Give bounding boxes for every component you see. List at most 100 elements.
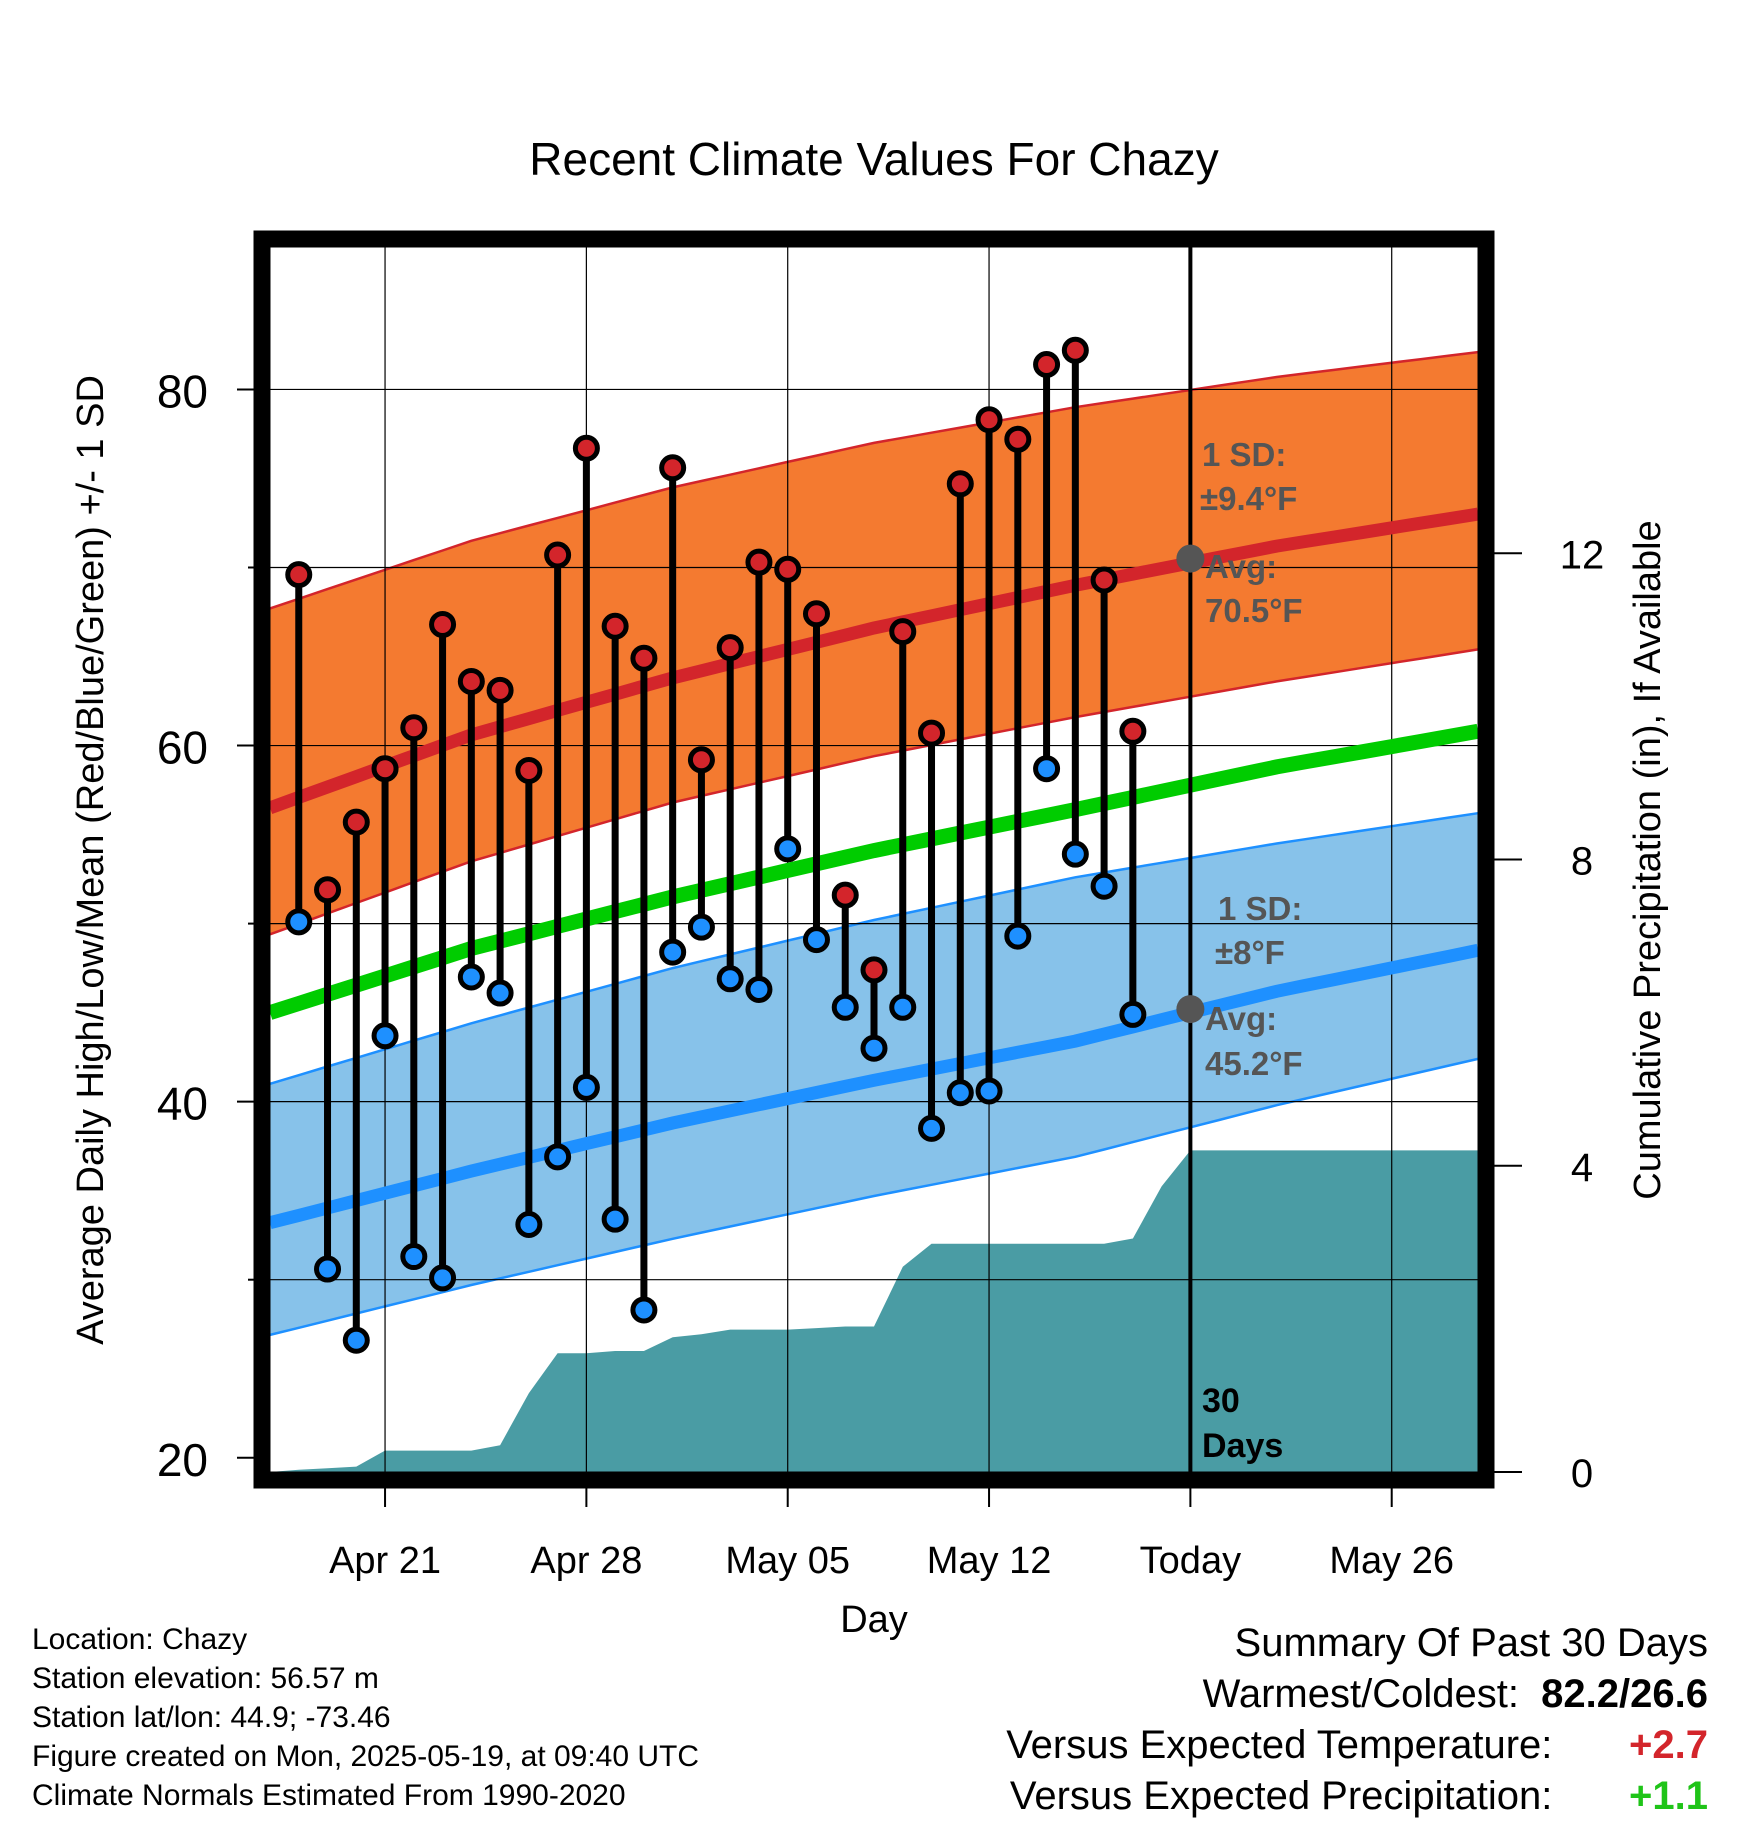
- daily-low-point: [975, 1077, 1003, 1105]
- daily-low-point: [1090, 872, 1118, 900]
- y-tick-label: 20: [157, 1434, 208, 1486]
- daily-low-point: [630, 1296, 658, 1324]
- y-axis-label: Average Daily High/Low/Mean (Red/Blue/Gr…: [70, 375, 112, 1345]
- daily-high-point: [1004, 425, 1032, 453]
- x-tick-label: May 12: [927, 1540, 1052, 1582]
- daily-high-point: [918, 719, 946, 747]
- x-axis-label: Day: [840, 1599, 908, 1641]
- low-band-upper-edge: [269, 811, 1479, 1085]
- daily-low-point: [831, 993, 859, 1021]
- warmest-value: 82.2/26.6: [1541, 1672, 1708, 1716]
- daily-low-point: [486, 979, 514, 1007]
- low-avg-value: 45.2°F: [1205, 1045, 1303, 1082]
- days-word-label: Days: [1202, 1427, 1283, 1465]
- created-text: Figure created on Mon, 2025-05-19, at 09…: [32, 1740, 700, 1773]
- daily-high-point: [314, 876, 342, 904]
- daily-low-point: [659, 938, 687, 966]
- low-sd-value: ±8°F: [1215, 934, 1285, 971]
- daily-low-point: [1061, 840, 1089, 868]
- x-tick-label: May 05: [725, 1540, 850, 1582]
- high-sd-band: [270, 352, 1478, 935]
- daily-high-point: [889, 618, 917, 646]
- y2-tick-label: 0: [1571, 1452, 1593, 1496]
- daily-high-point: [400, 714, 428, 742]
- daily-high-point: [774, 555, 802, 583]
- summary-precip-row: Versus Expected Precipitation: +1.1: [1006, 1771, 1708, 1822]
- x-tick-label: Today: [1140, 1540, 1241, 1582]
- y2-tick-label: 4: [1571, 1146, 1593, 1190]
- daily-high-point: [659, 454, 687, 482]
- summary-warmest-row: Warmest/Coldest: 82.2/26.6: [1006, 1669, 1708, 1720]
- high-sd-value: ±9.4°F: [1200, 480, 1297, 517]
- station-info: Location: Chazy Station elevation: 56.57…: [32, 1620, 699, 1815]
- daily-low-point: [371, 1022, 399, 1050]
- daily-high-point: [572, 434, 600, 462]
- daily-high-point: [457, 667, 485, 695]
- daily-high-point: [601, 612, 629, 640]
- daily-high-point: [429, 610, 457, 638]
- daily-low-point: [314, 1255, 342, 1283]
- summary-panel: Summary Of Past 30 Days Warmest/Coldest:…: [1006, 1618, 1708, 1822]
- daily-low-point: [285, 908, 313, 936]
- daily-high-point: [831, 881, 859, 909]
- daily-low-point: [1004, 922, 1032, 950]
- normal-low-line: [268, 943, 1480, 1230]
- chart-title: Recent Climate Values For Chazy: [529, 133, 1218, 185]
- y2-axis-label: Cumulative Precipitation (in), If Availa…: [1627, 520, 1669, 1199]
- daily-high-point: [285, 561, 313, 589]
- daily-low-point: [918, 1114, 946, 1142]
- daily-high-point: [975, 406, 1003, 434]
- daily-high-point: [1119, 717, 1147, 745]
- daily-low-point: [1119, 1000, 1147, 1028]
- cumulative-precipitation-area: [270, 1150, 1478, 1472]
- daily-low-point: [601, 1205, 629, 1233]
- daily-low-point: [745, 975, 773, 1003]
- daily-low-point: [429, 1264, 457, 1292]
- daily-high-point: [1061, 336, 1089, 364]
- daily-high-point: [860, 956, 888, 984]
- daily-low-point: [802, 926, 830, 954]
- daily-high-point: [1033, 351, 1061, 379]
- high-band-upper-edge: [269, 350, 1479, 610]
- precip-label: Versus Expected Precipitation:: [1009, 1774, 1553, 1818]
- daily-low-point: [342, 1326, 370, 1354]
- daily-high-point: [486, 676, 514, 704]
- today-high-avg-marker: [1176, 544, 1205, 573]
- daily-high-point: [544, 541, 572, 569]
- daily-low-point: [544, 1143, 572, 1171]
- low-sd-label: 1 SD:: [1218, 890, 1302, 927]
- temp-value: +2.7: [1629, 1723, 1708, 1767]
- warmest-label: Warmest/Coldest:: [1202, 1672, 1519, 1716]
- daily-low-point: [946, 1079, 974, 1107]
- daily-low-point: [515, 1211, 543, 1239]
- low-band-lower-edge: [269, 1057, 1479, 1337]
- daily-low-point: [774, 835, 802, 863]
- daily-high-point: [802, 600, 830, 628]
- x-tick-label: Apr 21: [329, 1540, 441, 1582]
- daily-low-point: [400, 1243, 428, 1271]
- daily-high-point: [371, 755, 399, 783]
- low-avg-label: Avg:: [1205, 1000, 1277, 1037]
- y-tick-label: 40: [157, 1078, 208, 1130]
- normals-text: Climate Normals Estimated From 1990-2020: [32, 1779, 626, 1812]
- axes-layer: Recent Climate Values For Chazy 20 40 60 80 0…: [70, 133, 1669, 1641]
- summary-temp-row: Versus Expected Temperature: +2.7: [1006, 1720, 1708, 1771]
- precipitation-layer: [270, 1150, 1478, 1472]
- high-avg-label: Avg:: [1205, 548, 1277, 585]
- daily-high-point: [1090, 566, 1118, 594]
- daily-high-point: [745, 548, 773, 576]
- y2-tick-label: 8: [1571, 840, 1593, 884]
- daily-low-point: [860, 1034, 888, 1062]
- daily-high-point: [687, 746, 715, 774]
- y2-tick-label: 12: [1560, 533, 1605, 577]
- x-tick-label: Apr 28: [530, 1540, 642, 1582]
- annotations-layer: 1 SD: ±9.4°F Avg: 70.5°F 1 SD: ±8°F Avg: 45.2°F…: [1176, 436, 1303, 1465]
- daily-values-layer: [285, 336, 1147, 1354]
- summary-heading: Summary Of Past 30 Days: [1234, 1621, 1708, 1665]
- location-text: Location: Chazy: [32, 1623, 248, 1656]
- daily-low-point: [572, 1073, 600, 1101]
- elevation-text: Station elevation: 56.57 m: [32, 1662, 379, 1695]
- high-sd-label: 1 SD:: [1202, 436, 1286, 473]
- latlon-text: Station lat/lon: 44.9; -73.46: [32, 1701, 391, 1734]
